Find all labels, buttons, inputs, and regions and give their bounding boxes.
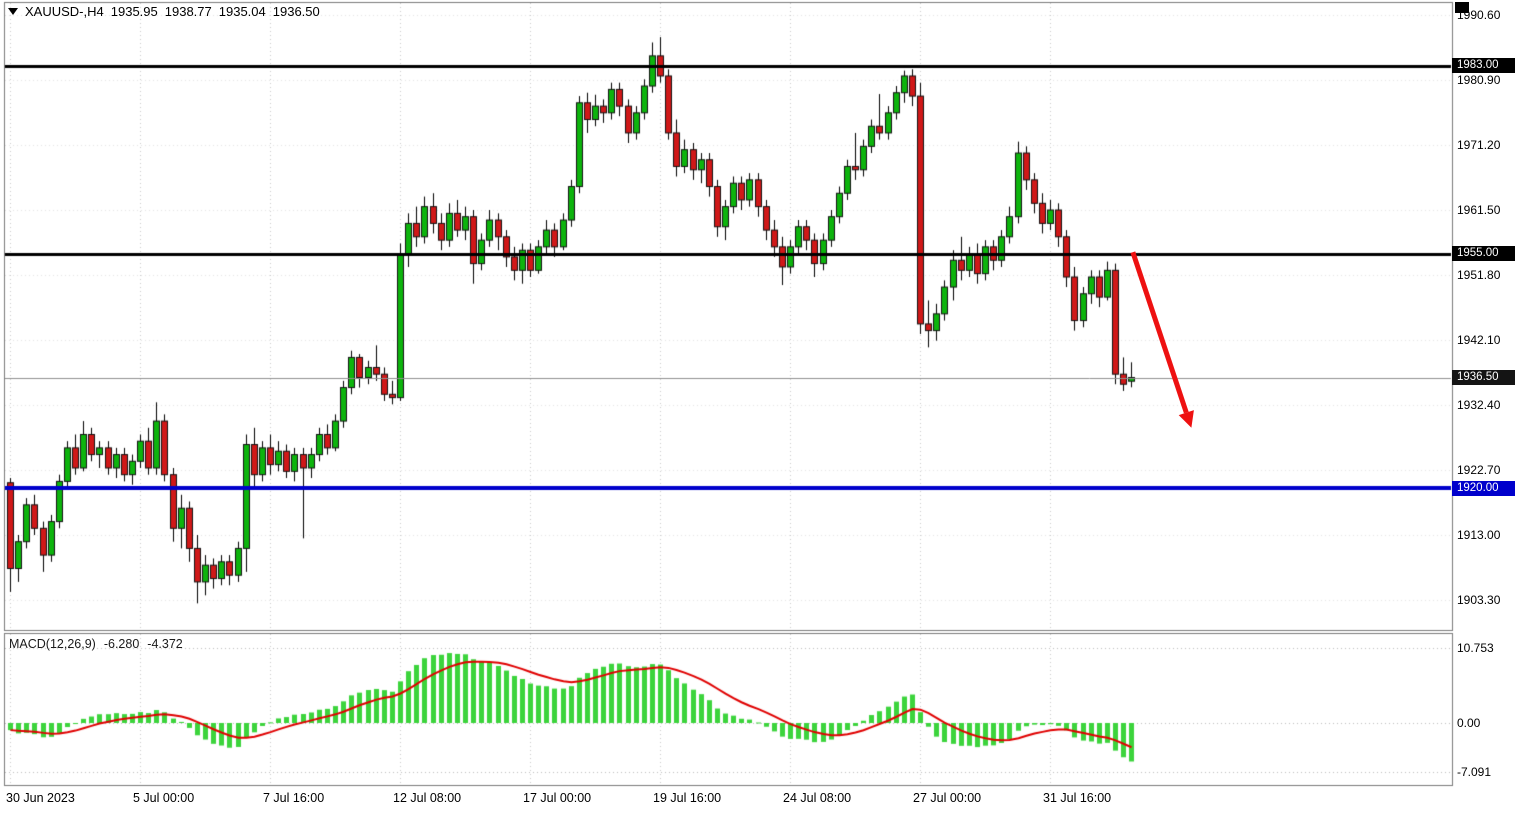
time-axis-label: 7 Jul 16:00 <box>263 791 325 805</box>
symbol-period-label: XAUUSD-,H4 <box>25 4 104 19</box>
price-level-badge: 1936.50 <box>1452 370 1515 386</box>
macd-indicator-label-row: MACD(12,26,9) -6.280 -4.372 <box>9 637 183 651</box>
price-axis-label: 1971.20 <box>1457 138 1501 152</box>
time-axis-label: 24 Jul 08:00 <box>783 791 852 805</box>
time-axis-label: 31 Jul 16:00 <box>1043 791 1112 805</box>
price-axis-label: 1942.10 <box>1457 333 1501 347</box>
price-level-badge: 1955.00 <box>1452 246 1515 262</box>
macd-axis-label: 10.753 <box>1457 641 1494 655</box>
price-level-badge: 1920.00 <box>1452 480 1515 496</box>
ohlc-open-value: 1935.95 <box>110 4 158 19</box>
time-axis-label: 12 Jul 08:00 <box>393 791 462 805</box>
ohlc-low-value: 1935.04 <box>218 4 266 19</box>
ohlc-close-value: 1936.50 <box>272 4 320 19</box>
macd-signal-value: -4.372 <box>147 637 183 651</box>
macd-axis-label: 0.00 <box>1457 716 1481 730</box>
price-axis-label: 1922.70 <box>1457 463 1501 477</box>
price-axis-label: 1980.90 <box>1457 73 1501 87</box>
macd-indicator-label: MACD(12,26,9) <box>9 637 96 651</box>
ohlc-high-value: 1938.77 <box>164 4 212 19</box>
chart-header: XAUUSD-,H4 1935.95 1938.77 1935.04 1936.… <box>8 4 320 19</box>
macd-main-value: -6.280 <box>103 637 140 651</box>
symbol-marker-icon <box>8 8 18 15</box>
time-axis-label: 5 Jul 00:00 <box>133 791 195 805</box>
time-axis-label: 30 Jun 2023 <box>6 791 75 805</box>
scale-corner-box <box>1455 2 1469 13</box>
time-axis-label: 19 Jul 16:00 <box>653 791 722 805</box>
time-axis-label: 17 Jul 00:00 <box>523 791 592 805</box>
price-level-badge: 1983.00 <box>1452 58 1515 74</box>
price-axis-label: 1961.50 <box>1457 203 1501 217</box>
price-axis-label: 1913.00 <box>1457 528 1501 542</box>
price-axis-label: 1932.40 <box>1457 398 1501 412</box>
price-axis-label: 1951.80 <box>1457 268 1501 282</box>
price-axis-label: 1903.30 <box>1457 593 1501 607</box>
time-axis-label: 27 Jul 00:00 <box>913 791 982 805</box>
macd-axis-label: -7.091 <box>1457 765 1492 780</box>
